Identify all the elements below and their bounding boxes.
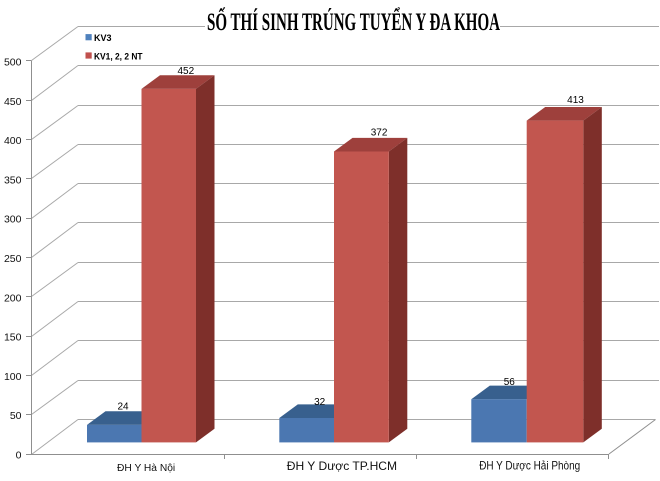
svg-text:500: 500 (4, 57, 22, 69)
svg-text:50: 50 (10, 410, 22, 422)
svg-text:SỐ THÍ SINH TRÚNG TUYỂN Y ĐA K: SỐ THÍ SINH TRÚNG TUYỂN Y ĐA KHOA (207, 7, 500, 36)
svg-text:56: 56 (504, 377, 516, 388)
svg-text:32: 32 (314, 397, 326, 408)
svg-text:ĐH Y Hà Nội: ĐH Y Hà Nội (117, 463, 175, 474)
svg-text:ĐH Y Dược Hải Phòng: ĐH Y Dược Hải Phòng (479, 460, 580, 473)
svg-text:452: 452 (177, 66, 194, 77)
svg-text:450: 450 (4, 96, 22, 108)
svg-text:413: 413 (567, 95, 584, 106)
svg-text:ĐH Y Dược TP.HCM: ĐH Y Dược TP.HCM (287, 460, 397, 473)
svg-text:350: 350 (4, 174, 22, 186)
svg-text:400: 400 (4, 135, 22, 147)
svg-text:KV1, 2, 2 NT: KV1, 2, 2 NT (94, 52, 143, 62)
svg-text:KV3: KV3 (94, 33, 112, 43)
svg-text:24: 24 (117, 402, 129, 413)
svg-text:250: 250 (4, 253, 22, 265)
svg-text:372: 372 (371, 128, 388, 139)
svg-text:0: 0 (16, 450, 22, 462)
svg-text:200: 200 (4, 292, 22, 304)
svg-text:100: 100 (4, 371, 22, 383)
svg-text:150: 150 (4, 332, 22, 344)
svg-text:300: 300 (4, 214, 22, 226)
